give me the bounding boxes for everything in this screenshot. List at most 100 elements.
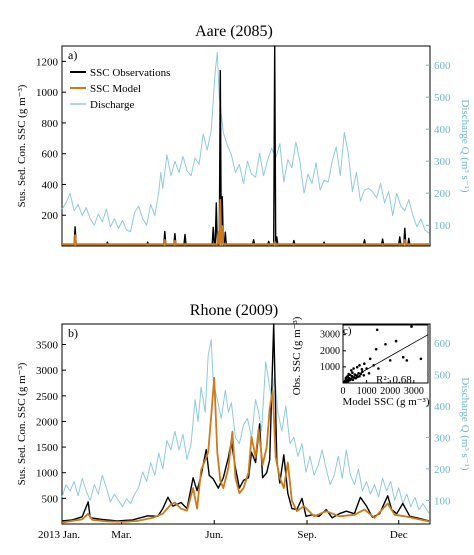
y-tick-label: 3000	[36, 365, 59, 377]
inset-scatter-point	[368, 357, 372, 361]
inset-scatter-point	[388, 359, 392, 362]
y-right-tick-label: 100	[434, 220, 451, 232]
series-ssc-model-line	[62, 198, 430, 246]
panel-b-ylabel-right: Discharge Q (m³ s⁻¹)	[459, 377, 471, 470]
inset-scatter-point	[359, 372, 363, 376]
panel-b-right-axis: 100 200 300 400 500 600	[426, 338, 451, 507]
panel-c-plot-frame	[342, 324, 429, 384]
y-right-tick-label: 600	[434, 338, 451, 350]
panel-c-xlabel: Model SSC (g m⁻³)	[342, 396, 429, 408]
y-tick-label: 1500	[36, 442, 59, 454]
inset-scatter-point	[360, 368, 364, 371]
legend-discharge-label: Discharge	[90, 99, 135, 111]
inset-scatter-point	[355, 365, 359, 369]
y-tick-label: 1000	[36, 87, 59, 99]
inset-scatter-point	[419, 357, 423, 361]
inset-scatter-point	[377, 367, 380, 370]
y-right-tick-label: 500	[434, 369, 451, 381]
panel-b-plot-frame	[61, 323, 431, 525]
y-tick-label: 600	[42, 149, 59, 161]
y-tick-label: 3500	[36, 340, 59, 352]
inset-scatter-point	[351, 378, 355, 382]
x-tick-label: Mar.	[111, 529, 132, 541]
inset-scatter-point	[365, 367, 368, 370]
inset-y-tick-label: 1000	[320, 362, 340, 373]
panel-a-ylabel-right: Discharge Q (m³ s⁻¹)	[459, 99, 471, 192]
panel-a-label: a)	[68, 48, 77, 62]
x-tick-label: Jun.	[205, 529, 223, 541]
series-discharge-line	[61, 51, 430, 234]
inset-y-tick-label: 3000	[320, 330, 340, 341]
panel-a-right-axis: 100 200 300 400 500 600	[426, 60, 451, 232]
series-ssc-model-line	[61, 376, 430, 524]
inset-scatter-point	[358, 364, 361, 367]
y-right-tick-label: 600	[434, 60, 451, 72]
panel-c-points	[342, 325, 429, 384]
y-right-tick-label: 200	[434, 188, 451, 200]
inset-scatter-point	[362, 374, 366, 377]
panel-a-plot-frame	[61, 45, 431, 247]
panel-a-title: Aare (2085)	[195, 23, 273, 40]
inset-scatter-point	[367, 372, 371, 375]
panel-b-series	[61, 323, 430, 524]
inset-scatter-point	[384, 343, 387, 346]
y-right-tick-label: 200	[434, 464, 451, 476]
panel-c-label: c)	[343, 325, 352, 337]
inset-y-tick-label: 2000	[320, 346, 340, 357]
panel-c-ylabel: Obs. SSC (g m⁻³)	[291, 316, 303, 395]
panel-a-aare: Aare (2085) a) 200 400 600 800 1000 1200 100 2…	[16, 23, 471, 247]
panel-c-annotation: R²: 0.68	[376, 374, 412, 386]
inset-scatter-point	[354, 376, 358, 380]
inset-scatter-point	[405, 359, 409, 362]
inset-scatter-point	[361, 370, 364, 374]
inset-scatter-point	[352, 367, 355, 370]
inset-scatter-point	[357, 372, 360, 375]
inset-scatter-point	[401, 355, 405, 359]
inset-scatter-point	[374, 347, 378, 351]
inset-x-tick-label: 0	[341, 386, 346, 397]
panel-a-legend: SSC Observations SSC Model Discharge	[70, 67, 170, 111]
y-right-tick-label: 300	[434, 156, 451, 168]
panel-b-label: b)	[68, 326, 78, 340]
legend-model-label: SSC Model	[90, 83, 141, 95]
y-tick-label: 2500	[36, 391, 59, 403]
panel-a-series	[61, 45, 430, 246]
panel-b-left-axis: 500 1000 1500 2000 2500 3000 3500	[36, 340, 66, 505]
y-tick-label: 400	[42, 179, 59, 191]
inset-scatter-point	[358, 374, 361, 378]
x-tick-label: Dec	[390, 529, 408, 541]
x-tick-label: 2013 Jan.	[38, 529, 80, 541]
inset-scatter-point	[345, 375, 349, 379]
inset-x-tick-label: 3000	[404, 386, 424, 397]
inset-scatter-point	[350, 374, 354, 378]
inset-scatter-point	[351, 371, 354, 375]
y-right-tick-label: 400	[434, 401, 451, 413]
y-right-tick-label: 100	[434, 495, 451, 507]
panel-b-title: Rhone (2009)	[190, 302, 278, 319]
panel-b-x-axis: 2013 Jan. Mar. Jun. Sep. Dec	[38, 520, 408, 541]
panel-b-ylabel: Sus. Sed. Con. SSC (g m⁻³)	[16, 362, 28, 485]
legend-observations-label: SSC Observations	[90, 67, 170, 79]
y-tick-label: 800	[42, 118, 59, 130]
inset-x-tick-label: 2000	[380, 386, 400, 397]
y-right-tick-label: 400	[434, 124, 451, 136]
inset-scatter-point	[363, 362, 366, 366]
y-tick-label: 1200	[36, 56, 59, 68]
x-tick-label: Sep.	[297, 529, 317, 541]
inset-scatter-point	[394, 339, 398, 343]
inset-scatter-point	[350, 369, 353, 372]
y-tick-label: 1000	[36, 468, 59, 480]
y-right-tick-label: 300	[434, 432, 451, 444]
y-tick-label: 200	[42, 210, 59, 222]
y-tick-label: 2000	[36, 416, 59, 428]
panel-a-ylabel: Sus. Sed. Con. SSC (g m⁻³)	[16, 84, 28, 207]
series-discharge-line	[61, 339, 430, 514]
inset-x-tick-label: 1000	[357, 386, 377, 397]
panel-b-rhone: Rhone (2009) b) 500100015002000250030003…	[16, 302, 471, 541]
inset-scatter-point	[372, 364, 376, 367]
y-right-tick-label: 500	[434, 92, 451, 104]
inset-scatter-point	[347, 372, 351, 376]
